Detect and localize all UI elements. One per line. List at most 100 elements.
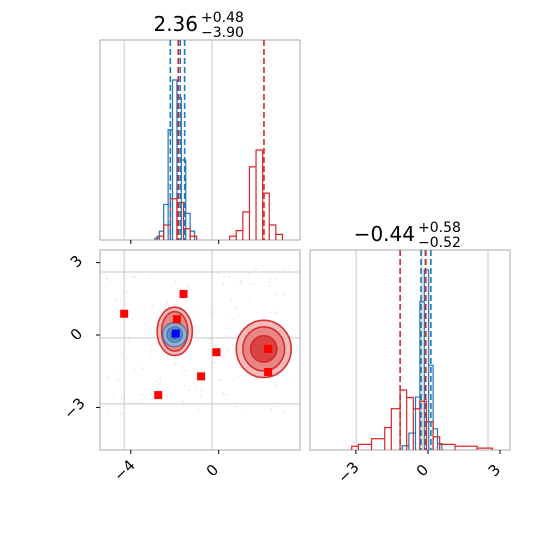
joint-red-marker	[154, 391, 163, 400]
joint-panel: −4 0 3 0 −3	[60, 249, 301, 485]
y-marginal-xtick-neg3: −3	[334, 458, 362, 486]
y-marginal-grid	[355, 250, 489, 450]
joint-sample-dot	[131, 276, 133, 278]
y-marginal-panel: −3 0 3 −0.44 +0.58 −0.52	[309, 220, 511, 487]
joint-sample-dot	[200, 389, 203, 391]
joint-sample-dot	[126, 276, 128, 279]
joint-sample-dot	[116, 373, 119, 375]
joint-sample-dot	[289, 381, 292, 383]
joint-sample-dot	[166, 355, 169, 358]
joint-sample-dot	[159, 378, 162, 381]
joint-red-contour	[249, 334, 278, 363]
joint-sample-dot	[174, 280, 177, 282]
joint-sample-dot	[133, 369, 136, 372]
x-marginal-quantile-lines	[169, 40, 265, 240]
joint-sample-dot	[183, 385, 186, 387]
joint-sample-dot	[141, 394, 143, 396]
joint-sample-dot	[268, 285, 271, 287]
x-marginal-title-lower: −3.90	[201, 25, 244, 41]
joint-sample-dot	[252, 282, 255, 285]
joint-sample-dot	[232, 378, 235, 381]
y-marginal-ticks	[355, 450, 501, 454]
joint-xtick-neg4: −4	[110, 456, 138, 484]
joint-sample-dot	[120, 353, 122, 355]
y-marginal-histogram-red	[351, 389, 494, 450]
joint-red-marker	[264, 344, 273, 353]
joint-sample-dot	[214, 361, 216, 364]
y-marginal-xtick-0: 0	[413, 461, 432, 480]
joint-sample-dot	[228, 336, 230, 338]
joint-sample-dot	[210, 312, 212, 315]
joint-red-marker	[179, 289, 188, 298]
joint-red-marker	[197, 372, 206, 381]
y-marginal-xtick-3: 3	[485, 461, 504, 480]
joint-sample-dot	[256, 377, 259, 380]
joint-sample-dot	[194, 386, 197, 388]
joint-ytick-0: 0	[67, 325, 86, 344]
x-marginal-grid	[123, 40, 213, 240]
joint-sample-dot	[222, 392, 225, 395]
joint-sample-dot	[127, 340, 130, 343]
joint-sample-dot	[289, 271, 291, 274]
joint-sample-dot	[133, 275, 136, 278]
joint-sample-dot	[217, 272, 220, 275]
joint-sample-dot	[106, 277, 108, 280]
joint-sample-dot	[223, 276, 225, 278]
joint-sample-dot	[199, 395, 202, 398]
joint-sample-dot	[154, 380, 157, 383]
joint-sample-dot	[180, 371, 183, 374]
y-marginal-title-upper: +0.58	[418, 220, 461, 236]
joint-red-marker	[264, 367, 273, 376]
joint-sample-dot	[270, 408, 273, 411]
x-marginal-title-value: 2.36	[153, 12, 198, 36]
joint-sample-dot	[143, 305, 145, 308]
joint-sample-dot	[228, 319, 231, 322]
joint-sample-dot	[268, 378, 271, 381]
x-marginal-title: 2.36	[153, 12, 198, 36]
joint-blue-marker	[171, 329, 180, 338]
joint-sample-dot	[248, 272, 250, 275]
joint-sample-dot	[261, 266, 264, 268]
joint-sample-dot	[234, 405, 237, 408]
joint-sample-dot	[275, 384, 277, 386]
joint-sample-dot	[249, 299, 251, 302]
joint-ticks	[96, 262, 220, 454]
joint-sample-dot	[273, 312, 276, 314]
y-marginal-title-lower: −0.52	[418, 235, 461, 251]
x-marginal-title-upper: +0.48	[201, 10, 244, 26]
joint-sample-dot	[197, 409, 200, 411]
joint-sample-dot	[159, 382, 161, 385]
x-marginal-histograms	[154, 79, 284, 240]
joint-sample-dot	[276, 293, 278, 295]
joint-red-marker	[172, 315, 181, 324]
joint-sample-dot	[283, 294, 286, 296]
joint-sample-dot	[254, 268, 257, 271]
joint-sample-dot	[197, 340, 200, 342]
joint-sample-dot	[199, 311, 201, 313]
joint-sample-dot	[274, 278, 276, 280]
joint-sample-dot	[126, 291, 128, 294]
joint-sample-dot	[129, 311, 132, 313]
joint-sample-dot	[119, 413, 122, 416]
joint-sample-dot	[151, 305, 154, 307]
joint-sample-dot	[222, 283, 225, 286]
joint-sample-dot	[219, 379, 222, 382]
joint-sample-dot	[173, 362, 175, 365]
joint-sample-dot	[269, 278, 271, 280]
joint-ytick-neg3: −3	[60, 394, 88, 422]
joint-sample-dot	[137, 402, 139, 404]
joint-sample-dot	[120, 397, 123, 400]
joint-sample-dot	[244, 410, 247, 412]
joint-sample-dot	[240, 281, 242, 284]
joint-sample-dot	[144, 323, 147, 326]
joint-ytick-3: 3	[67, 252, 86, 271]
joint-sample-dot	[140, 269, 143, 271]
joint-sample-dot	[273, 405, 276, 408]
joint-sample-dot	[128, 337, 131, 339]
joint-sample-dot	[228, 275, 231, 278]
joint-sample-dot	[119, 298, 122, 301]
joint-sample-dot	[209, 338, 212, 340]
joint-sample-dot	[106, 413, 109, 415]
joint-red-marker	[120, 309, 129, 318]
